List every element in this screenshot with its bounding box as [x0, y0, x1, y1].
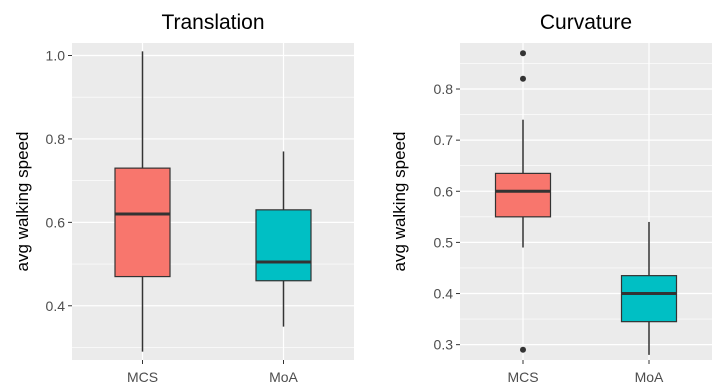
y-tick-label: 0.7 — [434, 132, 454, 148]
box-body — [620, 275, 678, 323]
y-tick-label: 0.8 — [434, 81, 454, 97]
outlier-point — [520, 346, 526, 353]
box-body — [114, 167, 171, 278]
y-axis-title: avg walking speed — [13, 132, 32, 272]
x-tick-label: MCS — [127, 369, 158, 385]
panel-curvature: 0.3 0.4 0.5 0.6 0.7 0.8 MCS MoA Curvature avg wal… — [390, 11, 712, 385]
box-mcs — [494, 50, 552, 353]
y-axis-title: avg walking speed — [390, 132, 409, 272]
box-moa — [620, 221, 678, 355]
y-tick-label: 0.6 — [434, 183, 454, 199]
panel-title: Translation — [161, 11, 264, 34]
x-tick-label: MoA — [635, 369, 664, 385]
y-tick-label: 0.3 — [434, 337, 454, 353]
y-tick-label: 0.4 — [434, 286, 454, 302]
box-moa — [255, 151, 312, 327]
y-tick-label: 0.8 — [46, 131, 66, 147]
y-tick-label: 1.0 — [46, 48, 66, 64]
outlier-point — [520, 75, 526, 82]
outlier-point — [520, 50, 526, 57]
panel-background — [72, 43, 354, 360]
y-tick-label: 0.6 — [46, 214, 66, 230]
x-tick-label: MCS — [507, 369, 538, 385]
box-body — [255, 209, 312, 282]
y-tick-label: 0.4 — [46, 298, 66, 314]
panel-translation: 0.4 0.6 0.8 1.0 MCS MoA Translation avg walking… — [13, 11, 354, 385]
x-tick-label: MoA — [269, 369, 298, 385]
y-tick-label: 0.5 — [434, 234, 454, 250]
box-body — [494, 172, 552, 218]
box-mcs — [114, 51, 171, 352]
panel-title: Curvature — [540, 11, 632, 34]
